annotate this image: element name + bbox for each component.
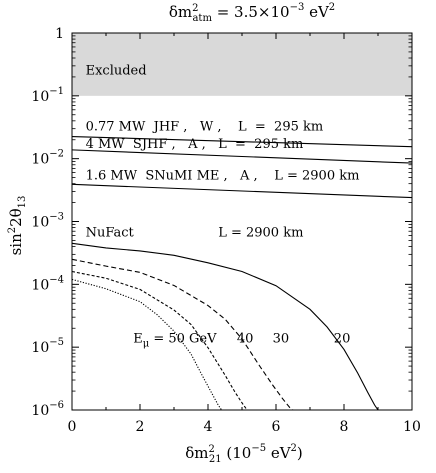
y-tick-label: 10−2 [31, 149, 64, 168]
x-tick-label: 8 [340, 419, 349, 435]
series-line-4 [71, 242, 379, 411]
excluded-region [72, 33, 412, 96]
x-tick-label: 6 [272, 419, 281, 435]
y-tick-label: 1 [55, 26, 64, 42]
y-axis-label: sin22θ13 [7, 196, 28, 256]
chart-title: δm2 atm = 3.5×10−3 eV2 [169, 2, 335, 24]
x-tick-label: 10 [403, 419, 421, 435]
annotation-e40: 40 [237, 332, 254, 347]
y-tick-label: 10−6 [31, 400, 64, 419]
x-tick-label: 4 [204, 419, 213, 435]
excluded-label: Excluded [86, 63, 147, 78]
series-line-1 [71, 135, 413, 148]
series-line-3 [71, 183, 413, 199]
y-tick-label: 10−3 [31, 212, 64, 231]
y-tick-label: 10−1 [31, 86, 64, 105]
annotation-e30: 30 [273, 332, 290, 347]
series-line-5 [71, 258, 294, 411]
annotation-e20: 20 [334, 332, 351, 347]
annotation-snumi: 1.6 MW SNuMI ME , A , L = 2900 km [86, 168, 360, 183]
series-line-7 [71, 278, 223, 411]
annotation-jhf: 0.77 MW JHF , W , L = 295 km [86, 120, 324, 135]
x-axis-label: δm2 21 (10−5 eV2) [185, 443, 303, 465]
x-tick-label: 0 [68, 419, 77, 435]
annotation-nufact-l: L = 2900 km [218, 225, 303, 240]
series-line-6 [71, 270, 248, 411]
annotation-sjhf: 4 MW SJHF , A , L = 295 km [86, 137, 304, 152]
energy-label: Eμ = 50 GeV [133, 332, 217, 350]
x-tick-label: 2 [136, 419, 145, 435]
y-tick-label: 10−4 [31, 274, 64, 293]
y-tick-label: 10−5 [31, 337, 64, 356]
annotation-nufact: NuFact [86, 225, 135, 240]
series-line-2 [71, 149, 413, 164]
